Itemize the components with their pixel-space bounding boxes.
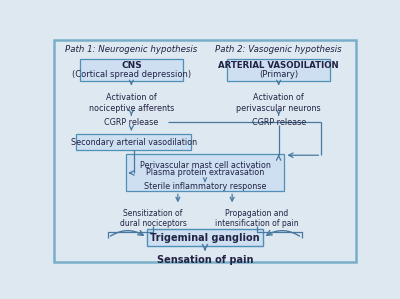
FancyBboxPatch shape — [80, 59, 182, 80]
Text: Trigeminal ganglion: Trigeminal ganglion — [150, 233, 260, 242]
Text: Propagation and
intensification of pain: Propagation and intensification of pain — [215, 209, 299, 228]
Text: Activation of
perivascular neurons: Activation of perivascular neurons — [236, 93, 321, 112]
Text: Plasma protein extravasation: Plasma protein extravasation — [146, 168, 264, 177]
FancyBboxPatch shape — [76, 135, 191, 150]
Text: (Cortical spread depression): (Cortical spread depression) — [72, 70, 191, 79]
FancyBboxPatch shape — [147, 229, 263, 246]
Text: CNS: CNS — [121, 61, 142, 70]
Text: Perivascular mast cell activation: Perivascular mast cell activation — [140, 161, 270, 170]
Text: CGRP release: CGRP release — [104, 118, 158, 126]
Text: Path 1: Neurogenic hypothesis: Path 1: Neurogenic hypothesis — [65, 45, 198, 54]
Text: Path 2: Vasogenic hypothesis: Path 2: Vasogenic hypothesis — [215, 45, 342, 54]
FancyBboxPatch shape — [54, 40, 356, 262]
FancyBboxPatch shape — [126, 155, 284, 191]
Text: Sensitization of
dural nociceptors: Sensitization of dural nociceptors — [120, 209, 186, 228]
Text: ARTERIAL VASODILATION: ARTERIAL VASODILATION — [218, 61, 339, 70]
Text: Sensation of pain: Sensation of pain — [157, 255, 253, 265]
Text: (Primary): (Primary) — [259, 70, 298, 79]
Text: CGRP release: CGRP release — [252, 118, 306, 126]
Text: Activation of
nociceptive afferents: Activation of nociceptive afferents — [89, 93, 174, 112]
Text: Sterile inflammatory response: Sterile inflammatory response — [144, 182, 266, 191]
Text: Secondary arterial vasodilation: Secondary arterial vasodilation — [71, 138, 197, 147]
FancyBboxPatch shape — [228, 59, 330, 80]
